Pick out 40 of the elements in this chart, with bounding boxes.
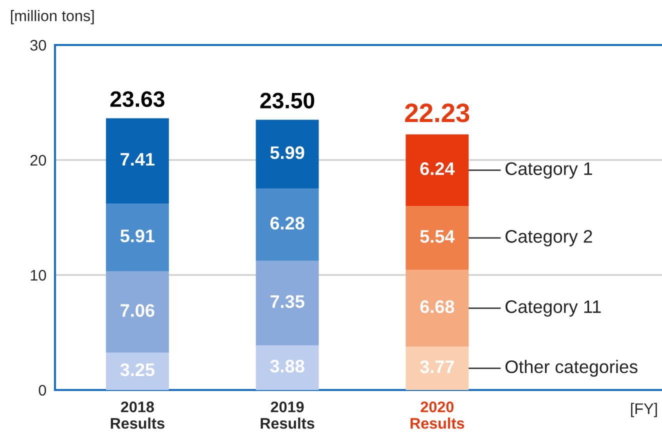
data-label: 6.28	[270, 216, 304, 230]
data-label: 5.99	[270, 146, 304, 160]
bar	[406, 206, 469, 270]
data-label: 7.35	[270, 295, 304, 308]
bar	[406, 346, 469, 390]
text: Category 11	[506, 300, 601, 317]
bar	[106, 352, 169, 390]
bar	[106, 118, 169, 204]
data-label: 5.91	[120, 230, 154, 242]
y-tick-label: 20	[30, 154, 46, 166]
x-tick-label: 2020 Results	[410, 402, 464, 429]
text: Other categories	[505, 360, 638, 377]
bar	[106, 271, 169, 353]
data-label: 7.41	[120, 153, 154, 166]
data-label: 6.68	[420, 300, 454, 314]
bar	[256, 188, 319, 261]
data-label: 5.54	[420, 230, 455, 243]
bar	[406, 270, 469, 347]
y-tick-label: 0	[38, 384, 46, 396]
bar	[256, 345, 319, 390]
total-label: 23.50	[260, 92, 314, 108]
x-tick-label: 2018 Results	[110, 402, 164, 429]
data-label: 3.77	[420, 360, 454, 374]
text: Category 2	[506, 230, 592, 246]
data-label: 6.24	[420, 162, 455, 176]
y-axis-title: [million tons]	[11, 10, 94, 24]
total-label: 22.23	[405, 104, 470, 122]
x-tick-label: 2019 Results	[260, 402, 314, 429]
text: [FY]	[631, 402, 657, 418]
y-tick-label: 30	[30, 40, 46, 51]
data-label: 3.25	[120, 363, 154, 376]
bar	[106, 203, 169, 272]
bar	[256, 260, 319, 346]
total-label: 23.63	[110, 91, 164, 107]
bar	[406, 134, 469, 206]
data-label: 7.06	[120, 304, 154, 317]
data-label: 3.88	[270, 360, 304, 373]
bar	[256, 120, 319, 189]
text: Category 1	[506, 162, 592, 179]
y-tick-label: 10	[30, 270, 46, 281]
